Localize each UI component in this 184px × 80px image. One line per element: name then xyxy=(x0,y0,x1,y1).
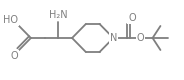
Text: O: O xyxy=(128,13,136,23)
Text: O: O xyxy=(137,33,145,43)
Text: HO: HO xyxy=(3,15,18,25)
Text: H₂N: H₂N xyxy=(49,10,68,20)
Text: N: N xyxy=(110,33,117,43)
Text: O: O xyxy=(10,51,18,61)
